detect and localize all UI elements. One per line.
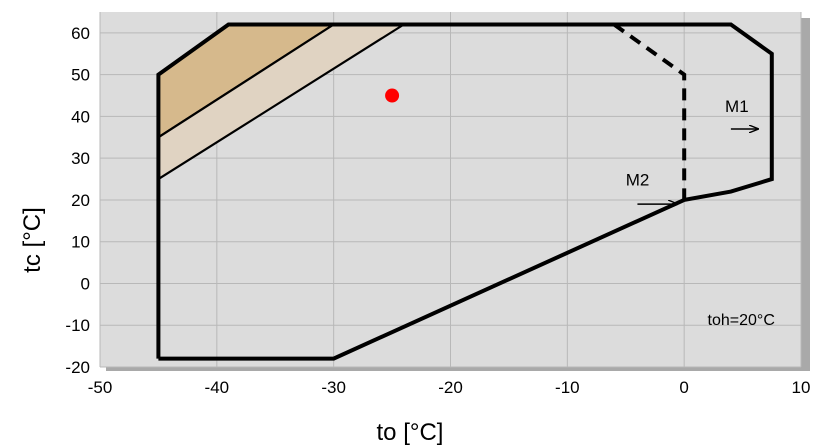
y-tick-label: 50 (71, 66, 90, 85)
annotation-label-3: toh=20°C (708, 312, 775, 329)
x-axis-label: to [°C] (377, 419, 444, 445)
operating-point (385, 88, 400, 103)
x-tick-label: -20 (438, 378, 463, 397)
y-tick-label: 0 (81, 274, 90, 293)
x-tick-label: -30 (321, 378, 346, 397)
y-tick-label: 30 (71, 149, 90, 168)
annotation-label-1: M1 (725, 97, 749, 116)
envelope-dashed-line (612, 22, 687, 200)
y-axis-label: tc [°C] (19, 207, 46, 273)
x-tick-label: -10 (555, 378, 580, 397)
y-tick-label: 60 (71, 24, 90, 43)
annotation-label-2: M2 (626, 170, 650, 189)
x-tick-label: 10 (792, 378, 811, 397)
y-tick-label: 10 (71, 233, 90, 252)
tick-labels: -50 -40 -30 -20 -10 0 10 -20 -10 0 10 20 30 40 50 60 (65, 24, 810, 397)
y-tick-label: -20 (65, 358, 90, 377)
annotations: M1 M2 toh=20°C (626, 97, 775, 329)
y-tick-label: 20 (71, 191, 90, 210)
x-tick-label: 0 (679, 378, 688, 397)
envelope-outer-line (156, 22, 774, 361)
y-tick-label: -10 (65, 316, 90, 335)
envelope-lines (156, 22, 774, 361)
x-tick-label: -50 (88, 378, 113, 397)
x-tick-label: -40 (205, 378, 230, 397)
grid (99, 12, 802, 368)
y-tick-label: 40 (71, 107, 90, 126)
point-marks (385, 88, 400, 103)
